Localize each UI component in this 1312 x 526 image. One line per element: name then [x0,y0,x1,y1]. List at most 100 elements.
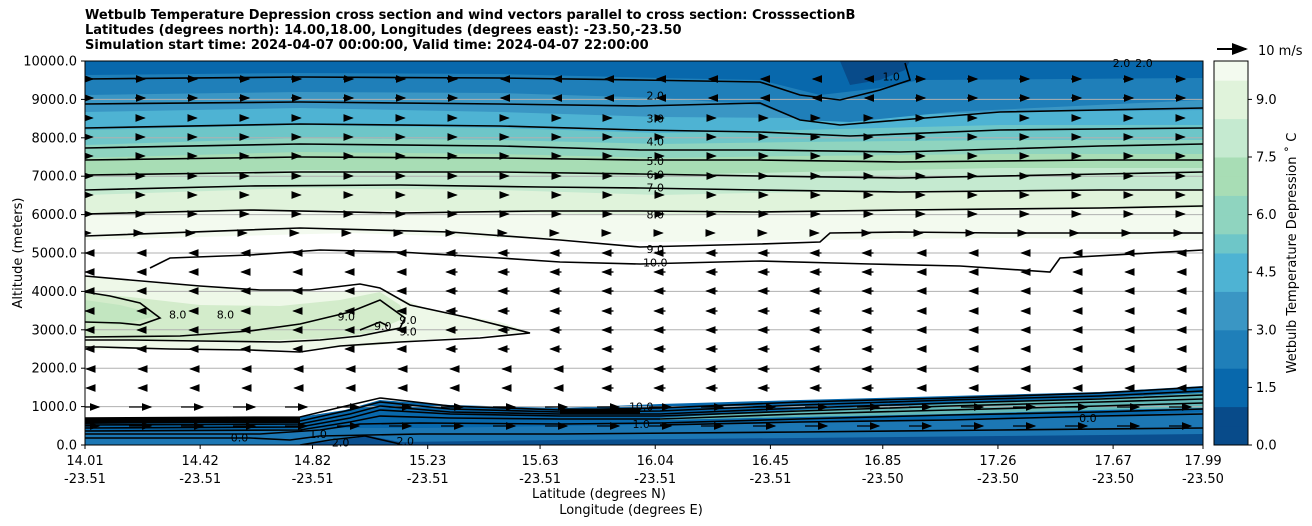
contour-label: 0.0 [1079,412,1097,425]
colorbar-segment [1214,272,1248,292]
colorbar-segment [1214,176,1248,196]
y-axis-label: Altitude (meters) [11,198,26,309]
x-tick-label-lat: 16.45 [752,454,789,469]
y-tick-label: 3000.0 [32,323,78,338]
colorbar-segment [1214,291,1248,312]
y-tick-label: 5000.0 [32,247,78,262]
colorbar: 0.0 1.5 3.0 4.5 6.0 7.5 9.0 [1213,60,1277,454]
y-tick-label: 2000.0 [32,362,78,377]
x-tick-label-lon: -23.50 [1092,472,1134,487]
contour-label: 10.0 [643,257,668,270]
contour-label: 9.0 [646,243,664,256]
x-tick-label-lat: 15.23 [409,454,446,469]
fill-mid-layer-inner [85,292,405,341]
y-tick-label: 9000.0 [32,93,78,108]
x-tick-label-lon: -23.51 [634,472,676,487]
quiver-key-label: 10 m/s [1258,44,1303,59]
contour-label: 1.0 [632,418,650,431]
colorbar-tick-label: 1.5 [1256,381,1277,396]
contour-label: 9.0 [374,320,392,333]
x-axis-label-lat: Latitude (degrees N) [532,487,666,502]
colorbar-segment [1214,387,1248,408]
contour-label: 10.0 [629,401,654,414]
contour-labels: 2.03.04.05.06.07.08.09.010.01.08.0 8.0 9.0… [169,57,1153,449]
x-tick-label-lon: -23.51 [292,472,334,487]
contour-label: 4.0 [646,136,664,149]
contour-line-5 [85,156,1203,163]
fill-upper-10 [85,61,1203,95]
x-tick-label-lat: 14.01 [66,454,103,469]
contour-label: 0.0 [231,431,249,444]
x-tick-label-lat: 17.67 [1095,454,1132,469]
y-tick-label: 4000.0 [32,285,78,300]
x-tick-label-lat: 14.82 [294,454,331,469]
contour-label: 2.0 [1113,57,1131,70]
contour-line-22 [85,427,1203,441]
chart-title: Wetbulb Temperature Depression cross sec… [85,8,855,53]
contour-label: 2.0 [332,436,350,449]
x-tick-label-lat: 16.04 [637,454,674,469]
y-axis: 0.0 1000.0 2000.0 3000.0 4000.0 5000.0 6000.0 7… [23,55,85,454]
contour-line-17 [85,394,1203,426]
colorbar-segment [1214,406,1248,427]
colorbar-label: Wetbulb Temperature Depression ˚ C [1284,133,1300,374]
colorbar-segment [1214,368,1248,388]
contour-line-19 [85,402,1203,432]
fill-mid-layer-core [85,300,160,325]
contour-label: 9.0 [399,314,417,327]
colorbar-tick-label: 0.0 [1256,439,1277,454]
colorbar-tick-label: 4.5 [1256,266,1277,281]
colorbar-tick-label: 3.0 [1256,323,1277,338]
x-tick-label-lat: 17.99 [1184,454,1221,469]
contour-line-23 [659,413,1203,426]
colorbar-segment [1214,425,1248,446]
contour-label: 8.0 [646,209,664,222]
x-tick-label-lon: -23.51 [749,472,791,487]
contour-label: 6.0 [646,168,664,181]
colorbar-segment [1214,118,1248,139]
contour-label: 2.0 [396,435,414,448]
title-line-2: Latitudes (degrees north): 14.00,18.00, … [85,23,682,38]
wind-vectors [85,75,1193,430]
contour-line-21 [299,435,401,445]
fill-upper-11 [840,61,910,85]
y-tick-label: 6000.0 [32,208,78,223]
x-axis: 14.01 -23.51 14.42 -23.51 14.82 -23.51 15.23 -2… [64,445,1224,487]
x-tick-label-lat: 14.42 [182,454,219,469]
contour-label: 3.0 [646,113,664,126]
colorbar-tick-label: 9.0 [1256,93,1277,108]
contour-line-4 [85,143,1203,153]
fill-low-dark [300,434,1203,445]
title-line-3: Simulation start time: 2024-04-07 00:00:… [85,38,649,53]
contour-line-7 [85,184,1203,193]
quiver-key: 10 m/s [1217,43,1303,59]
title-line-1: Wetbulb Temperature Depression cross sec… [85,8,856,23]
colorbar-segment [1214,80,1248,100]
contour-label: 2.0 [646,90,664,103]
contour-label: 2.0 [1135,57,1153,70]
y-tick-label: 0.0 [56,439,77,454]
contour-label: 5.0 [646,155,664,168]
x-tick-label-lon: -23.51 [64,472,106,487]
colorbar-segment [1214,137,1248,158]
contour-line-3 [85,123,1203,137]
x-tick-label-lon: -23.50 [1182,472,1224,487]
contour-line-6 [85,171,1203,179]
contour-label: 8.0 [169,308,187,321]
x-tick-label-lat: 16.85 [864,454,901,469]
y-tick-label: 1000.0 [32,400,78,415]
colorbar-segment [1214,349,1248,369]
y-tick-label: 7000.0 [32,170,78,185]
colorbar-segment [1214,195,1248,216]
x-tick-label-lon: -23.50 [977,472,1019,487]
contour-line-2 [85,101,1203,126]
colorbar-segment [1214,157,1248,177]
contour-line-10 [149,249,1203,273]
contour-label: 8.0 [217,308,235,321]
colorbar-tick-label: 6.0 [1256,208,1277,223]
x-tick-label-lon: -23.50 [862,472,904,487]
y-tick-label: 10000.0 [23,55,77,70]
contour-label: 9.0 [337,310,355,323]
colorbar-tick-label: 7.5 [1256,151,1277,166]
contour-label: 7.0 [646,182,664,195]
